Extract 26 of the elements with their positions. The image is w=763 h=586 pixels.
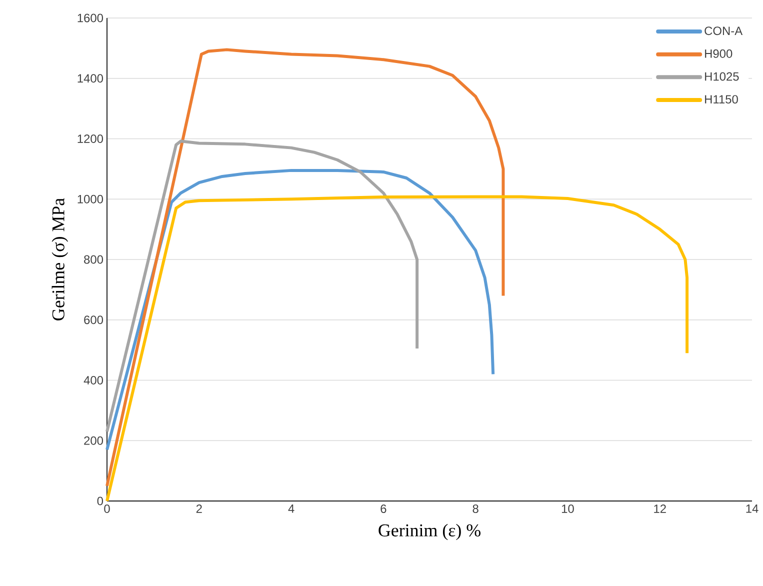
line-series: [106, 140, 419, 434]
y-axis-title: Gerilme (σ) MPa: [52, 198, 68, 320]
line-series: [106, 195, 689, 502]
y-tick-label: 1400: [78, 74, 104, 83]
legend-label: H1150: [705, 95, 738, 104]
y-tick-label: 200: [84, 436, 104, 445]
x-tick-label: 10: [562, 504, 574, 513]
y-tick-label: 0: [97, 496, 104, 506]
x-axis-title: Gerinim (ε) %: [378, 524, 480, 540]
y-tick-label: 400: [84, 376, 104, 384]
x-tick-label: 14: [746, 504, 758, 513]
x-tick-label: 8: [472, 504, 478, 513]
legend-label: H1025: [705, 72, 739, 81]
x-tick-label: 6: [380, 504, 386, 513]
line-series: [106, 48, 505, 488]
y-tick-label: 1600: [78, 14, 104, 22]
y-tick-label: 800: [84, 255, 104, 264]
x-tick-label: 2: [196, 504, 202, 513]
x-tick-label: 12: [654, 504, 666, 513]
y-tick-label: 600: [84, 316, 104, 324]
y-tick-label: 1200: [78, 134, 104, 143]
x-tick-label: 4: [288, 504, 294, 513]
legend-label: CON-A: [704, 26, 743, 36]
y-tick-label: 1000: [78, 194, 104, 204]
x-tick-label: 0: [104, 504, 110, 513]
legend-label: H900: [705, 49, 732, 58]
